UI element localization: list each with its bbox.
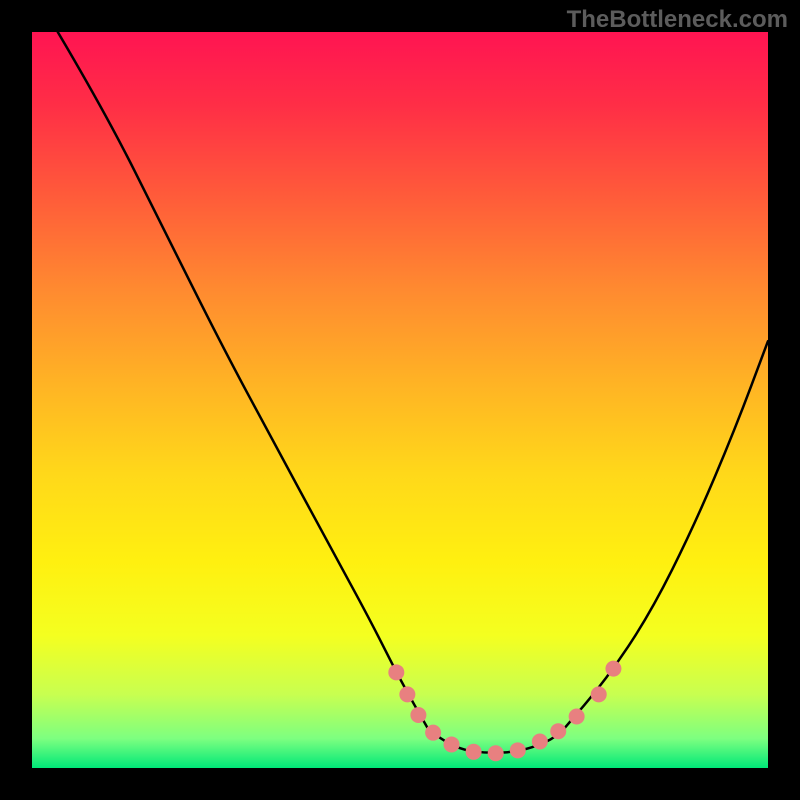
curve-path [58, 32, 768, 753]
curve-marker [488, 745, 504, 761]
curve-marker [425, 725, 441, 741]
plot-area [32, 32, 768, 768]
curve-marker [399, 686, 415, 702]
curve-marker [388, 664, 404, 680]
curve-marker [410, 707, 426, 723]
curve-marker [591, 686, 607, 702]
curve-marker [569, 708, 585, 724]
curve-marker [444, 736, 460, 752]
curve-marker [466, 744, 482, 760]
bottleneck-curve [32, 32, 768, 768]
curve-marker [510, 742, 526, 758]
curve-marker [550, 723, 566, 739]
curve-marker [605, 661, 621, 677]
curve-marker [532, 734, 548, 750]
watermark-label: TheBottleneck.com [567, 6, 788, 34]
chart-stage: TheBottleneck.com [0, 0, 800, 800]
